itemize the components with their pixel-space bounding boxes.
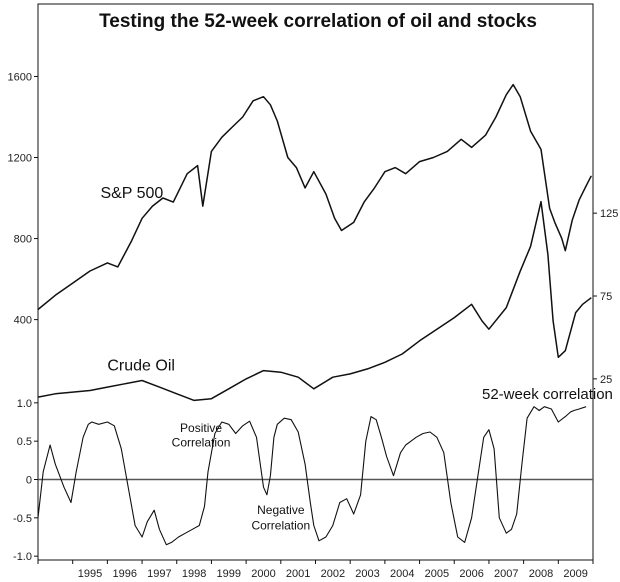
x-tick-label: 1995 — [78, 568, 102, 580]
x-tick-label: 2006 — [459, 568, 483, 580]
series-line-s-p-500 — [37, 83, 592, 311]
x-tick-label: 2007 — [494, 568, 518, 580]
x-tick-label: 1998 — [182, 568, 206, 580]
chart-title: Testing the 52-week correlation of oil a… — [99, 11, 537, 32]
y-tick-label: -1.0 — [13, 551, 32, 563]
y-tick-label: 1200 — [8, 153, 32, 165]
x-tick-label: 2003 — [355, 568, 379, 580]
x-tick-label: 2005 — [425, 568, 449, 580]
y-tick-label: 800 — [14, 234, 32, 246]
y-tick-label: 1600 — [8, 71, 32, 83]
x-tick-label: 2008 — [529, 568, 553, 580]
x-tick-label: 2000 — [251, 568, 275, 580]
x-tick-label: 2004 — [390, 568, 414, 580]
x-tick-label: 1997 — [147, 568, 171, 580]
series-line-crude-oil — [37, 200, 592, 402]
y-tick-label: 0 — [26, 475, 32, 487]
x-tick-label: 2001 — [286, 568, 310, 580]
annotation-label: Correlation — [251, 518, 310, 532]
x-tick-label: 1996 — [112, 568, 136, 580]
y-tick-label-right: 25 — [600, 374, 612, 386]
y-tick-label: 400 — [14, 315, 32, 327]
x-tick-label: 2002 — [321, 568, 345, 580]
y-tick-label: 0.5 — [17, 436, 32, 448]
annotation-label: 52-week correlation — [482, 386, 613, 403]
y-tick-label-right: 125 — [600, 208, 618, 220]
chart-marks: 400 800 1200 1600 25 75 125 -1.0 -0.5 0 0.5 1.0 1995… — [8, 71, 619, 580]
y-tick-label: -0.5 — [13, 513, 32, 525]
x-tick-label: 2009 — [563, 568, 587, 580]
annotation-label: Negative — [257, 503, 305, 517]
annotation-label: Crude Oil — [107, 358, 175, 375]
y-tick-label: 1.0 — [17, 398, 32, 410]
x-tick-label: 1999 — [217, 568, 241, 580]
annotation-label: Positive — [180, 421, 222, 435]
annotation-label: Correlation — [172, 436, 231, 450]
y-tick-label-right: 75 — [600, 291, 612, 303]
series-line-52-week-correlation — [37, 406, 587, 546]
annotation-label: S&P 500 — [100, 185, 163, 202]
